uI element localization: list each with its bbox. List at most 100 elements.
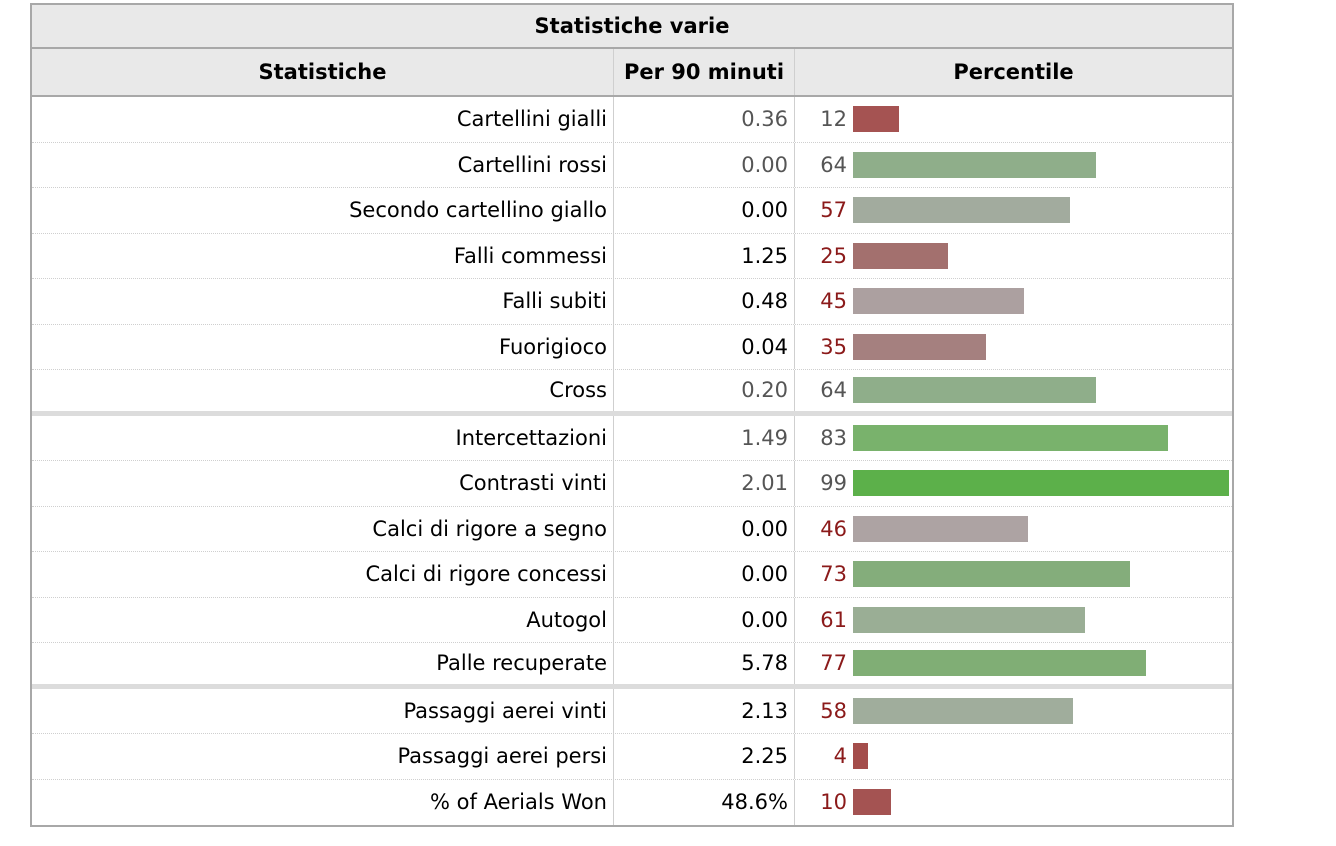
percentile-bar-track (853, 197, 1229, 224)
stat-label: Passaggi aerei persi (397, 744, 607, 769)
percentile-bar (853, 288, 1024, 315)
stat-label: Fuorigioco (499, 334, 607, 359)
stat-label: Intercettazioni (455, 425, 607, 450)
percentile-bar-track (853, 333, 1229, 360)
percentile-value: 77 (820, 651, 847, 676)
percentile-bar (853, 650, 1146, 677)
percentile-value: 61 (820, 607, 847, 632)
percentile-value: 83 (820, 425, 847, 450)
header-percentile[interactable]: Percentile (794, 49, 1232, 95)
per90-value: 0.36 (613, 97, 794, 142)
percentile-bar (853, 151, 1097, 178)
table-caption: Statistiche varie (32, 3, 1232, 49)
percentile-value: 4 (833, 744, 847, 769)
stat-label: Cartellini rossi (457, 152, 607, 177)
percentile-value: 45 (820, 289, 847, 314)
percentile-bar-track (853, 515, 1229, 542)
percentile-value: 10 (820, 790, 847, 815)
table-row: Passaggi aerei vinti 2.13 58 (32, 688, 1232, 734)
percentile-value: 58 (820, 698, 847, 723)
percentile-value: 57 (820, 198, 847, 223)
per90-value: 5.78 (613, 643, 794, 684)
table-header: Statistiche Per 90 minuti Percentile (32, 49, 1232, 97)
percentile-bar-track (853, 151, 1229, 178)
percentile-bar (853, 697, 1074, 724)
table-row: Palle recuperate 5.78 77 (32, 643, 1232, 689)
percentile-bar (853, 424, 1169, 451)
per90-value: 0.00 (613, 188, 794, 233)
stat-label: Cartellini gialli (456, 107, 607, 132)
stat-label: % of Aerials Won (430, 790, 607, 815)
percentile-cell: 57 (794, 188, 1232, 233)
stat-label: Contrasti vinti (459, 471, 607, 496)
percentile-cell: 45 (794, 279, 1232, 324)
stat-label: Secondo cartellino giallo (349, 198, 607, 223)
percentile-bar-track (853, 789, 1229, 816)
percentile-bar (853, 377, 1097, 404)
table-row: Cartellini gialli 0.36 12 (32, 97, 1232, 143)
stat-label: Calci di rigore a segno (372, 516, 607, 541)
stat-label: Falli commessi (453, 243, 607, 268)
per90-value: 1.49 (613, 415, 794, 460)
percentile-bar (853, 333, 986, 360)
table-row: Fuorigioco 0.04 35 (32, 324, 1232, 370)
percentile-bar (853, 242, 948, 269)
per90-value: 1.25 (613, 233, 794, 278)
percentile-bar (853, 197, 1070, 224)
per90-value: 0.00 (613, 552, 794, 597)
percentile-bar-track (853, 561, 1229, 588)
percentile-cell: 61 (794, 597, 1232, 642)
percentile-bar-track (853, 470, 1230, 497)
table-row: Cross 0.20 64 (32, 370, 1232, 416)
percentile-bar (853, 606, 1085, 633)
percentile-value: 46 (820, 516, 847, 541)
table-row: Calci di rigore concessi 0.00 73 (32, 552, 1232, 598)
percentile-cell: 77 (794, 643, 1232, 684)
table-row: Falli commessi 1.25 25 (32, 233, 1232, 279)
table-row: Calci di rigore a segno 0.00 46 (32, 506, 1232, 552)
percentile-bar-track (853, 377, 1229, 404)
percentile-bar-track (853, 650, 1229, 677)
percentile-bar (853, 789, 891, 816)
stat-label: Passaggi aerei vinti (403, 698, 607, 723)
percentile-value: 12 (820, 107, 847, 132)
percentile-value: 99 (820, 471, 847, 496)
percentile-cell: 4 (794, 734, 1232, 779)
percentile-cell: 25 (794, 233, 1232, 278)
percentile-value: 25 (820, 243, 847, 268)
percentile-cell: 64 (794, 370, 1232, 411)
percentile-bar-track (853, 106, 1229, 133)
percentile-bar (853, 515, 1028, 542)
percentile-cell: 64 (794, 142, 1232, 187)
percentile-cell: 10 (794, 779, 1232, 825)
percentile-cell: 46 (794, 506, 1232, 551)
header-per90[interactable]: Per 90 minuti (613, 49, 794, 95)
table-row: Cartellini rossi 0.00 64 (32, 142, 1232, 188)
per90-value: 0.48 (613, 279, 794, 324)
stat-label: Calci di rigore concessi (365, 562, 607, 587)
percentile-value: 64 (820, 152, 847, 177)
percentile-bar-track (853, 424, 1229, 451)
percentile-cell: 12 (794, 97, 1232, 142)
header-stat[interactable]: Statistiche (258, 60, 387, 84)
percentile-cell: 58 (794, 688, 1232, 733)
percentile-bar (853, 743, 869, 770)
per90-value: 0.00 (613, 597, 794, 642)
percentile-bar (853, 561, 1131, 588)
percentile-cell: 83 (794, 415, 1232, 460)
table-row: Contrasti vinti 2.01 99 (32, 461, 1232, 507)
percentile-value: 64 (820, 378, 847, 403)
percentile-cell: 35 (794, 324, 1232, 369)
per90-value: 48.6% (613, 779, 794, 825)
table-row: Secondo cartellino giallo 0.00 57 (32, 188, 1232, 234)
percentile-cell: 73 (794, 552, 1232, 597)
table-row: Passaggi aerei persi 2.25 4 (32, 734, 1232, 780)
stat-label: Autogol (526, 607, 607, 632)
percentile-value: 35 (820, 334, 847, 359)
percentile-value: 73 (820, 562, 847, 587)
table-row: Intercettazioni 1.49 83 (32, 415, 1232, 461)
stat-label: Cross (549, 378, 607, 403)
percentile-bar-track (853, 242, 1229, 269)
table-row: Autogol 0.00 61 (32, 597, 1232, 643)
table-row: Falli subiti 0.48 45 (32, 279, 1232, 325)
